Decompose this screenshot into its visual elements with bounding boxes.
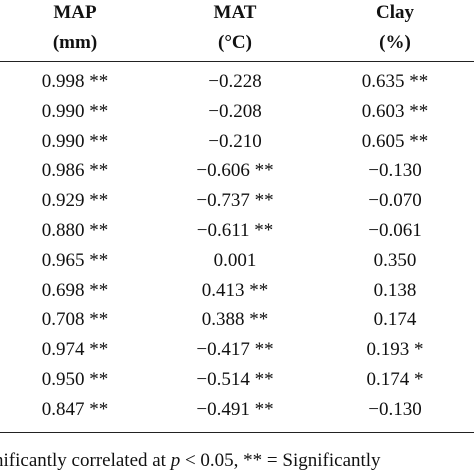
column-header: Clay <box>376 2 414 23</box>
table-cell: 0.929 ** <box>41 190 109 212</box>
table-cell: 0.990 ** <box>41 100 109 122</box>
table-cell: 0.635 ** <box>361 71 429 92</box>
table-cell: −0.417 ** <box>196 339 274 361</box>
table-cell: 0.698 ** <box>41 279 109 301</box>
table-cell: 0.965 ** <box>41 249 109 271</box>
table-cell: −0.130 <box>368 160 422 182</box>
table-cell: 0.605 ** <box>361 130 429 152</box>
table-cell: −0.130 <box>368 398 422 420</box>
table-cell: −0.514 ** <box>196 369 274 390</box>
table-cell: 0.998 ** <box>41 71 109 92</box>
column-header: MAT <box>213 2 257 23</box>
table-cell: 0.174 <box>373 309 417 331</box>
table-cell: −0.606 ** <box>196 160 274 182</box>
column-header: (°C) <box>218 32 252 53</box>
table-cell: −0.208 <box>208 100 262 122</box>
table-cell: −0.737 ** <box>196 190 274 212</box>
column-header: (%) <box>379 32 411 53</box>
table-cell: 0.880 ** <box>41 220 109 241</box>
table-cell: 0.001 <box>213 249 257 271</box>
table-cell: 0.603 ** <box>361 100 429 122</box>
table-cell: −0.070 <box>368 190 422 212</box>
table-cell: 0.193 * <box>366 339 424 361</box>
footnote-italic: p <box>170 450 181 471</box>
table-cell: −0.061 <box>368 220 422 241</box>
table-cell: −0.611 ** <box>196 220 274 241</box>
table-cell: 0.388 ** <box>201 309 269 331</box>
column-header: (mm) <box>52 32 98 53</box>
table-cell: 0.990 ** <box>41 130 109 152</box>
table-cell: 0.950 ** <box>41 369 109 390</box>
table-cell: 0.174 * <box>366 369 424 390</box>
table-cell: −0.228 <box>208 71 262 92</box>
table-cell: −0.210 <box>208 130 262 152</box>
table-cell: 0.708 ** <box>41 309 109 331</box>
table-cell: 0.974 ** <box>41 339 109 361</box>
header-rule <box>0 61 474 62</box>
footnote-text: nificantly correlated at <box>0 450 171 471</box>
footnote-text: < 0.05, ** = Significantly <box>180 450 381 471</box>
table-cell: −0.491 ** <box>196 398 274 420</box>
bottom-rule <box>0 432 474 433</box>
column-header: MAP <box>53 2 97 23</box>
table-footnote: nificantly correlated at p < 0.05, ** = … <box>0 450 381 472</box>
table-cell: 0.350 <box>373 249 417 271</box>
table-cell: 0.847 ** <box>41 398 109 420</box>
table-cell: 0.138 <box>373 279 417 301</box>
table-cell: 0.986 ** <box>41 160 109 182</box>
table-cell: 0.413 ** <box>201 279 269 301</box>
